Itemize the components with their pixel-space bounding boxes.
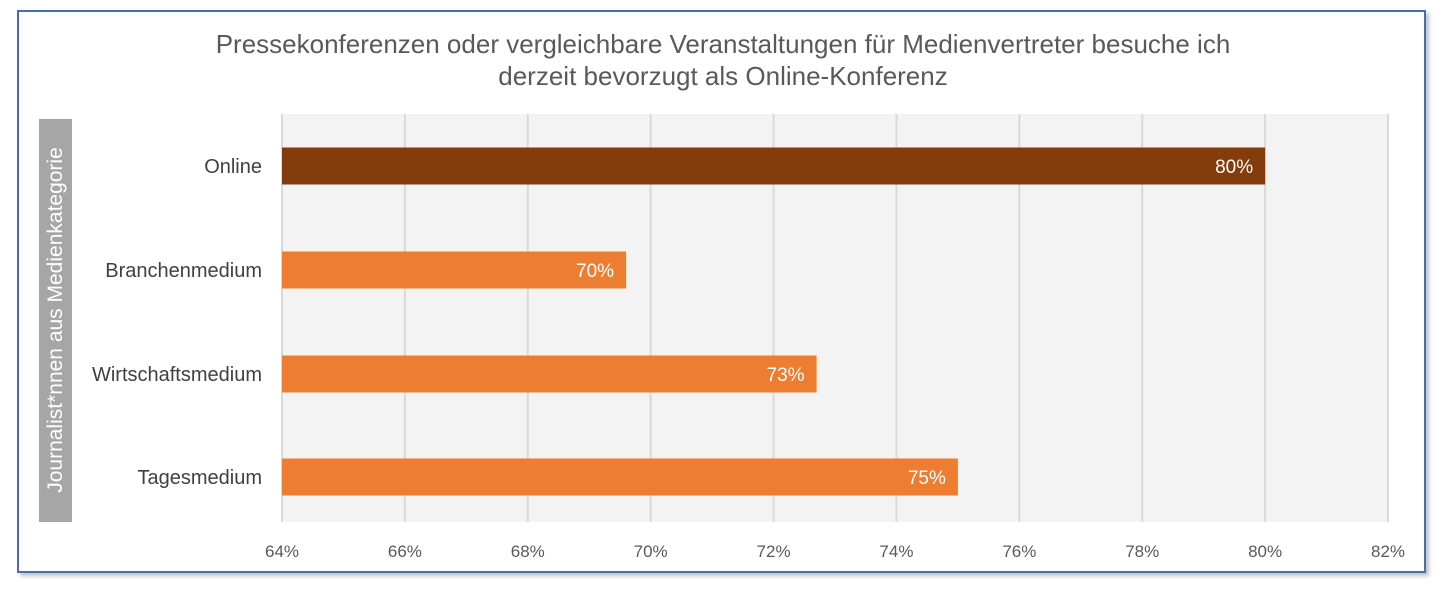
category-label: Online <box>204 156 262 178</box>
x-tick-label: 74% <box>879 542 913 561</box>
x-tick-label: 78% <box>1125 542 1159 561</box>
category-label: Tagesmedium <box>137 467 262 489</box>
chart-title-line-1: Pressekonferenzen oder vergleichbare Ver… <box>215 29 1231 59</box>
x-tick-label: 66% <box>388 542 422 561</box>
data-label: 70% <box>576 261 614 282</box>
data-label: 73% <box>767 365 805 386</box>
chart-title: Pressekonferenzen oder vergleichbare Ver… <box>0 28 1446 92</box>
bar-online <box>282 147 1266 185</box>
y-axis-label-box <box>39 119 72 522</box>
category-label: Wirtschaftsmedium <box>92 364 262 386</box>
data-label: 75% <box>908 468 946 489</box>
bar-branchenmedium <box>282 251 627 289</box>
x-tick-label: 68% <box>511 542 545 561</box>
x-tick-label: 80% <box>1248 542 1282 561</box>
x-tick-label: 72% <box>757 542 791 561</box>
bar-wirtschaftsmedium <box>282 355 817 393</box>
data-label: 80% <box>1215 157 1253 178</box>
x-tick-label: 70% <box>634 542 668 561</box>
x-tick-label: 82% <box>1371 542 1405 561</box>
category-label: Branchenmedium <box>105 260 262 282</box>
x-tick-label: 76% <box>1002 542 1036 561</box>
bar-tagesmedium <box>282 458 958 496</box>
chart-title-line-2: derzeit bevorzugt als Online-Konferenz <box>498 61 948 91</box>
x-tick-label: 64% <box>265 542 299 561</box>
